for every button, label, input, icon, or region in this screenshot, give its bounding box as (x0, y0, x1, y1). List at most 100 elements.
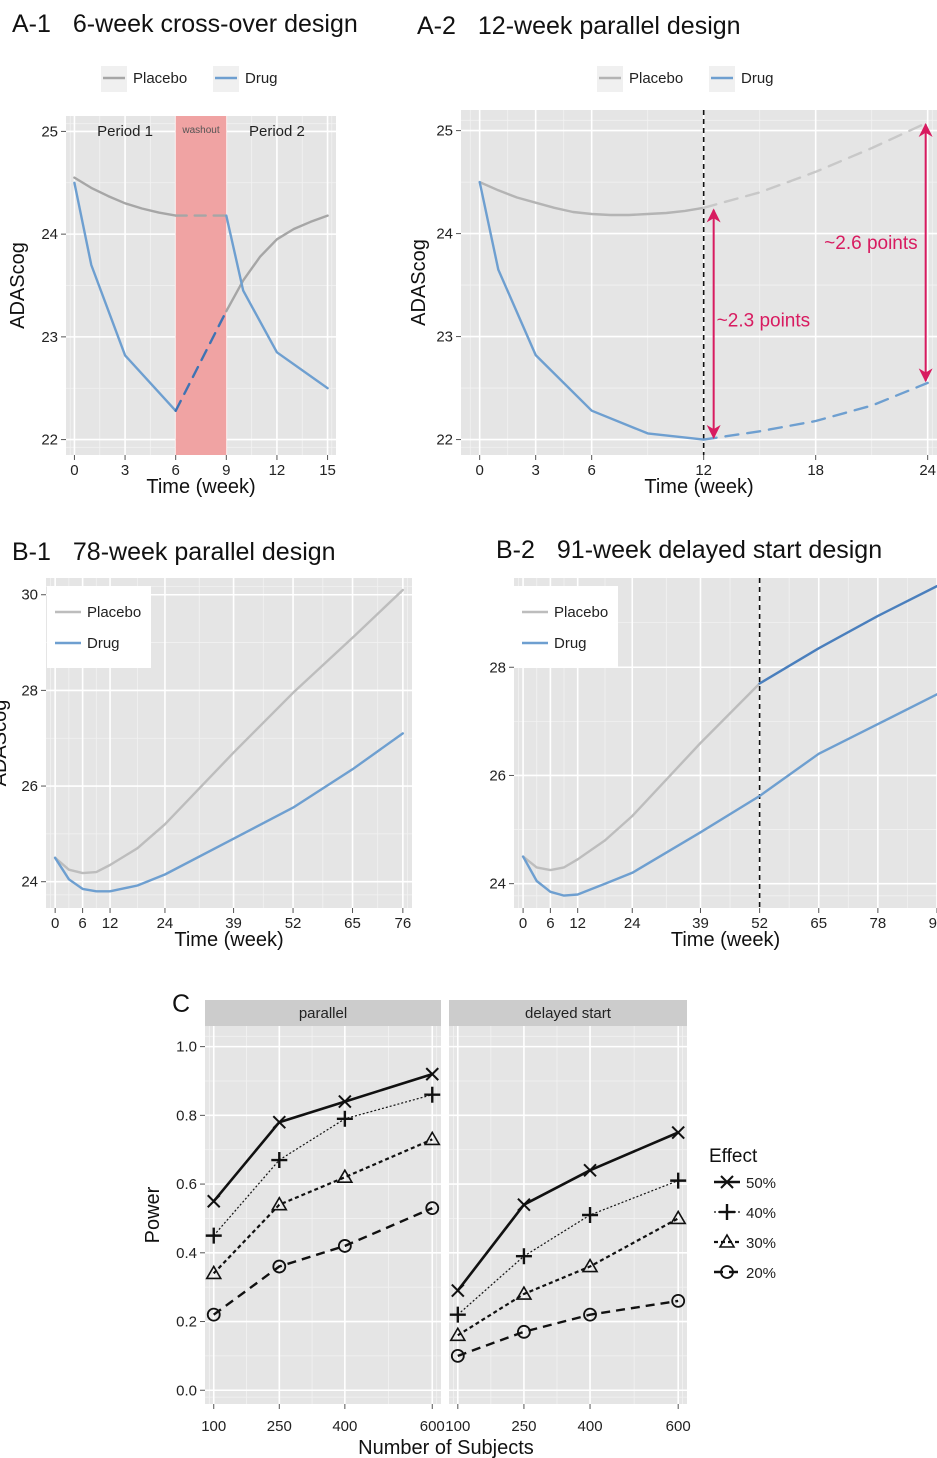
legend-box (514, 586, 618, 668)
facet-label: parallel (299, 1005, 347, 1022)
legend-label: 50% (746, 1175, 776, 1192)
panel-title-text: 12-week parallel design (478, 12, 741, 40)
y-tick-label: 25 (41, 123, 58, 140)
y-tick-label: 24 (21, 874, 38, 891)
y-tick-label: 24 (41, 226, 58, 243)
x-tick-label: 100 (201, 1418, 226, 1435)
x-tick-label: 400 (332, 1418, 357, 1435)
panel-title: A-1 6-week cross-over design (12, 10, 358, 38)
marker-x (671, 1125, 685, 1140)
panel-label: A-1 (12, 10, 51, 38)
x-tick-label: 600 (420, 1418, 445, 1435)
panel-a1: A-1 6-week cross-over design Placebo Drug wa… (7, 10, 358, 498)
x-tick-label: 18 (807, 462, 824, 479)
marker-triangle (205, 1264, 223, 1280)
x-tick-label: 12 (569, 915, 586, 932)
y-tick-label: 24 (436, 226, 453, 243)
x-tick-label: 9 (222, 462, 230, 479)
legend-label: 30% (746, 1235, 776, 1252)
marker-x (207, 1194, 221, 1208)
legend-box (47, 586, 151, 668)
panel-label: C (172, 990, 190, 1018)
y-tick-label: 0.6 (176, 1176, 197, 1193)
series-line-effect-20pct (212, 1206, 433, 1316)
panel-b2: B-2 91-week delayed start design Placebo Dr… (489, 536, 937, 951)
panel-title-text: 78-week parallel design (73, 538, 336, 566)
x-tick-label: 400 (578, 1418, 603, 1435)
legend: Placebo Drug (47, 586, 151, 668)
y-axis-label: ADAScog (7, 242, 29, 329)
x-tick-label: 3 (531, 462, 539, 479)
series-line-placebo (478, 180, 705, 217)
series-line-drug (73, 181, 177, 412)
x-tick-label: 6 (172, 462, 180, 479)
marker-x (338, 1094, 352, 1109)
y-tick-label: 28 (21, 682, 38, 699)
y-axis-label: ADAScog (0, 700, 11, 787)
x-tick-label: 78 (870, 915, 887, 932)
facet-delayed-start: delayed start 100 250 400 600 (445, 1000, 691, 1435)
marker-circle (206, 1307, 221, 1322)
marker-circle (671, 1294, 686, 1308)
legend-label: 40% (746, 1205, 776, 1222)
x-tick-label: 12 (269, 462, 286, 479)
y-tick-label: 0.0 (176, 1382, 197, 1399)
x-axis-label: Time (week) (146, 476, 255, 498)
legend: Placebo Drug (597, 66, 774, 92)
marker-triangle (669, 1209, 687, 1225)
series-line-placebo (225, 214, 329, 313)
y-tick-label: 24 (489, 876, 506, 893)
x-tick-label: 91 (929, 915, 937, 932)
series-line-drug (478, 180, 705, 441)
x-tick-label: 0 (519, 915, 527, 932)
y-axis-label: ADAScog (408, 239, 430, 326)
x-tick-label: 24 (919, 462, 936, 479)
marker-triangle (515, 1285, 533, 1300)
series-line-drug (225, 214, 329, 390)
difference-label: ~2.6 points (824, 233, 918, 254)
panel-title: B-1 78-week parallel design (12, 538, 336, 566)
series-line-placebo (73, 176, 177, 217)
period-label: Period 2 (249, 123, 305, 140)
legend-label: Placebo (87, 604, 141, 621)
series-line-drug (702, 381, 929, 441)
marker-triangle (718, 1233, 736, 1248)
legend-label: Drug (741, 70, 774, 87)
y-tick-label: 23 (436, 329, 453, 346)
legend-label: Placebo (629, 70, 683, 87)
difference-label: ~2.3 points (717, 310, 811, 331)
period-label: Period 1 (97, 123, 153, 140)
marker-x (583, 1163, 597, 1178)
marker-circle (583, 1307, 597, 1322)
marker-triangle (423, 1130, 441, 1146)
y-axis-label: Power (142, 1186, 164, 1243)
x-tick-label: 65 (344, 915, 361, 932)
marker-triangle (449, 1326, 467, 1342)
y-tick-label: 28 (489, 659, 506, 676)
series-line-effect-20pct (457, 1299, 679, 1358)
x-tick-label: 12 (695, 462, 712, 479)
marker-triangle (270, 1196, 288, 1211)
x-tick-label: 100 (445, 1418, 470, 1435)
legend-label: Drug (245, 70, 278, 87)
y-tick-label: 1.0 (176, 1039, 197, 1056)
x-tick-label: 0 (475, 462, 483, 479)
y-tick-label: 0.4 (176, 1245, 197, 1262)
panel-title: A-2 12-week parallel design (417, 12, 741, 40)
y-tick-label: 26 (21, 778, 38, 795)
series-line-drug (53, 732, 404, 893)
series-line-placebo (521, 682, 761, 872)
series-line-placebo (53, 588, 404, 875)
x-tick-label: 250 (511, 1418, 536, 1435)
x-tick-label: 6 (546, 915, 554, 932)
marker-triangle (336, 1168, 354, 1183)
marker-x (272, 1115, 287, 1129)
x-tick-label: 39 (692, 915, 709, 932)
x-tick-label: 15 (319, 462, 336, 479)
facet-label: delayed start (525, 1005, 612, 1022)
plot-background (449, 1026, 687, 1404)
x-axis-label: Number of Subjects (358, 1437, 534, 1458)
x-tick-label: 65 (810, 915, 827, 932)
series-line-effect-50pct (212, 1072, 433, 1203)
